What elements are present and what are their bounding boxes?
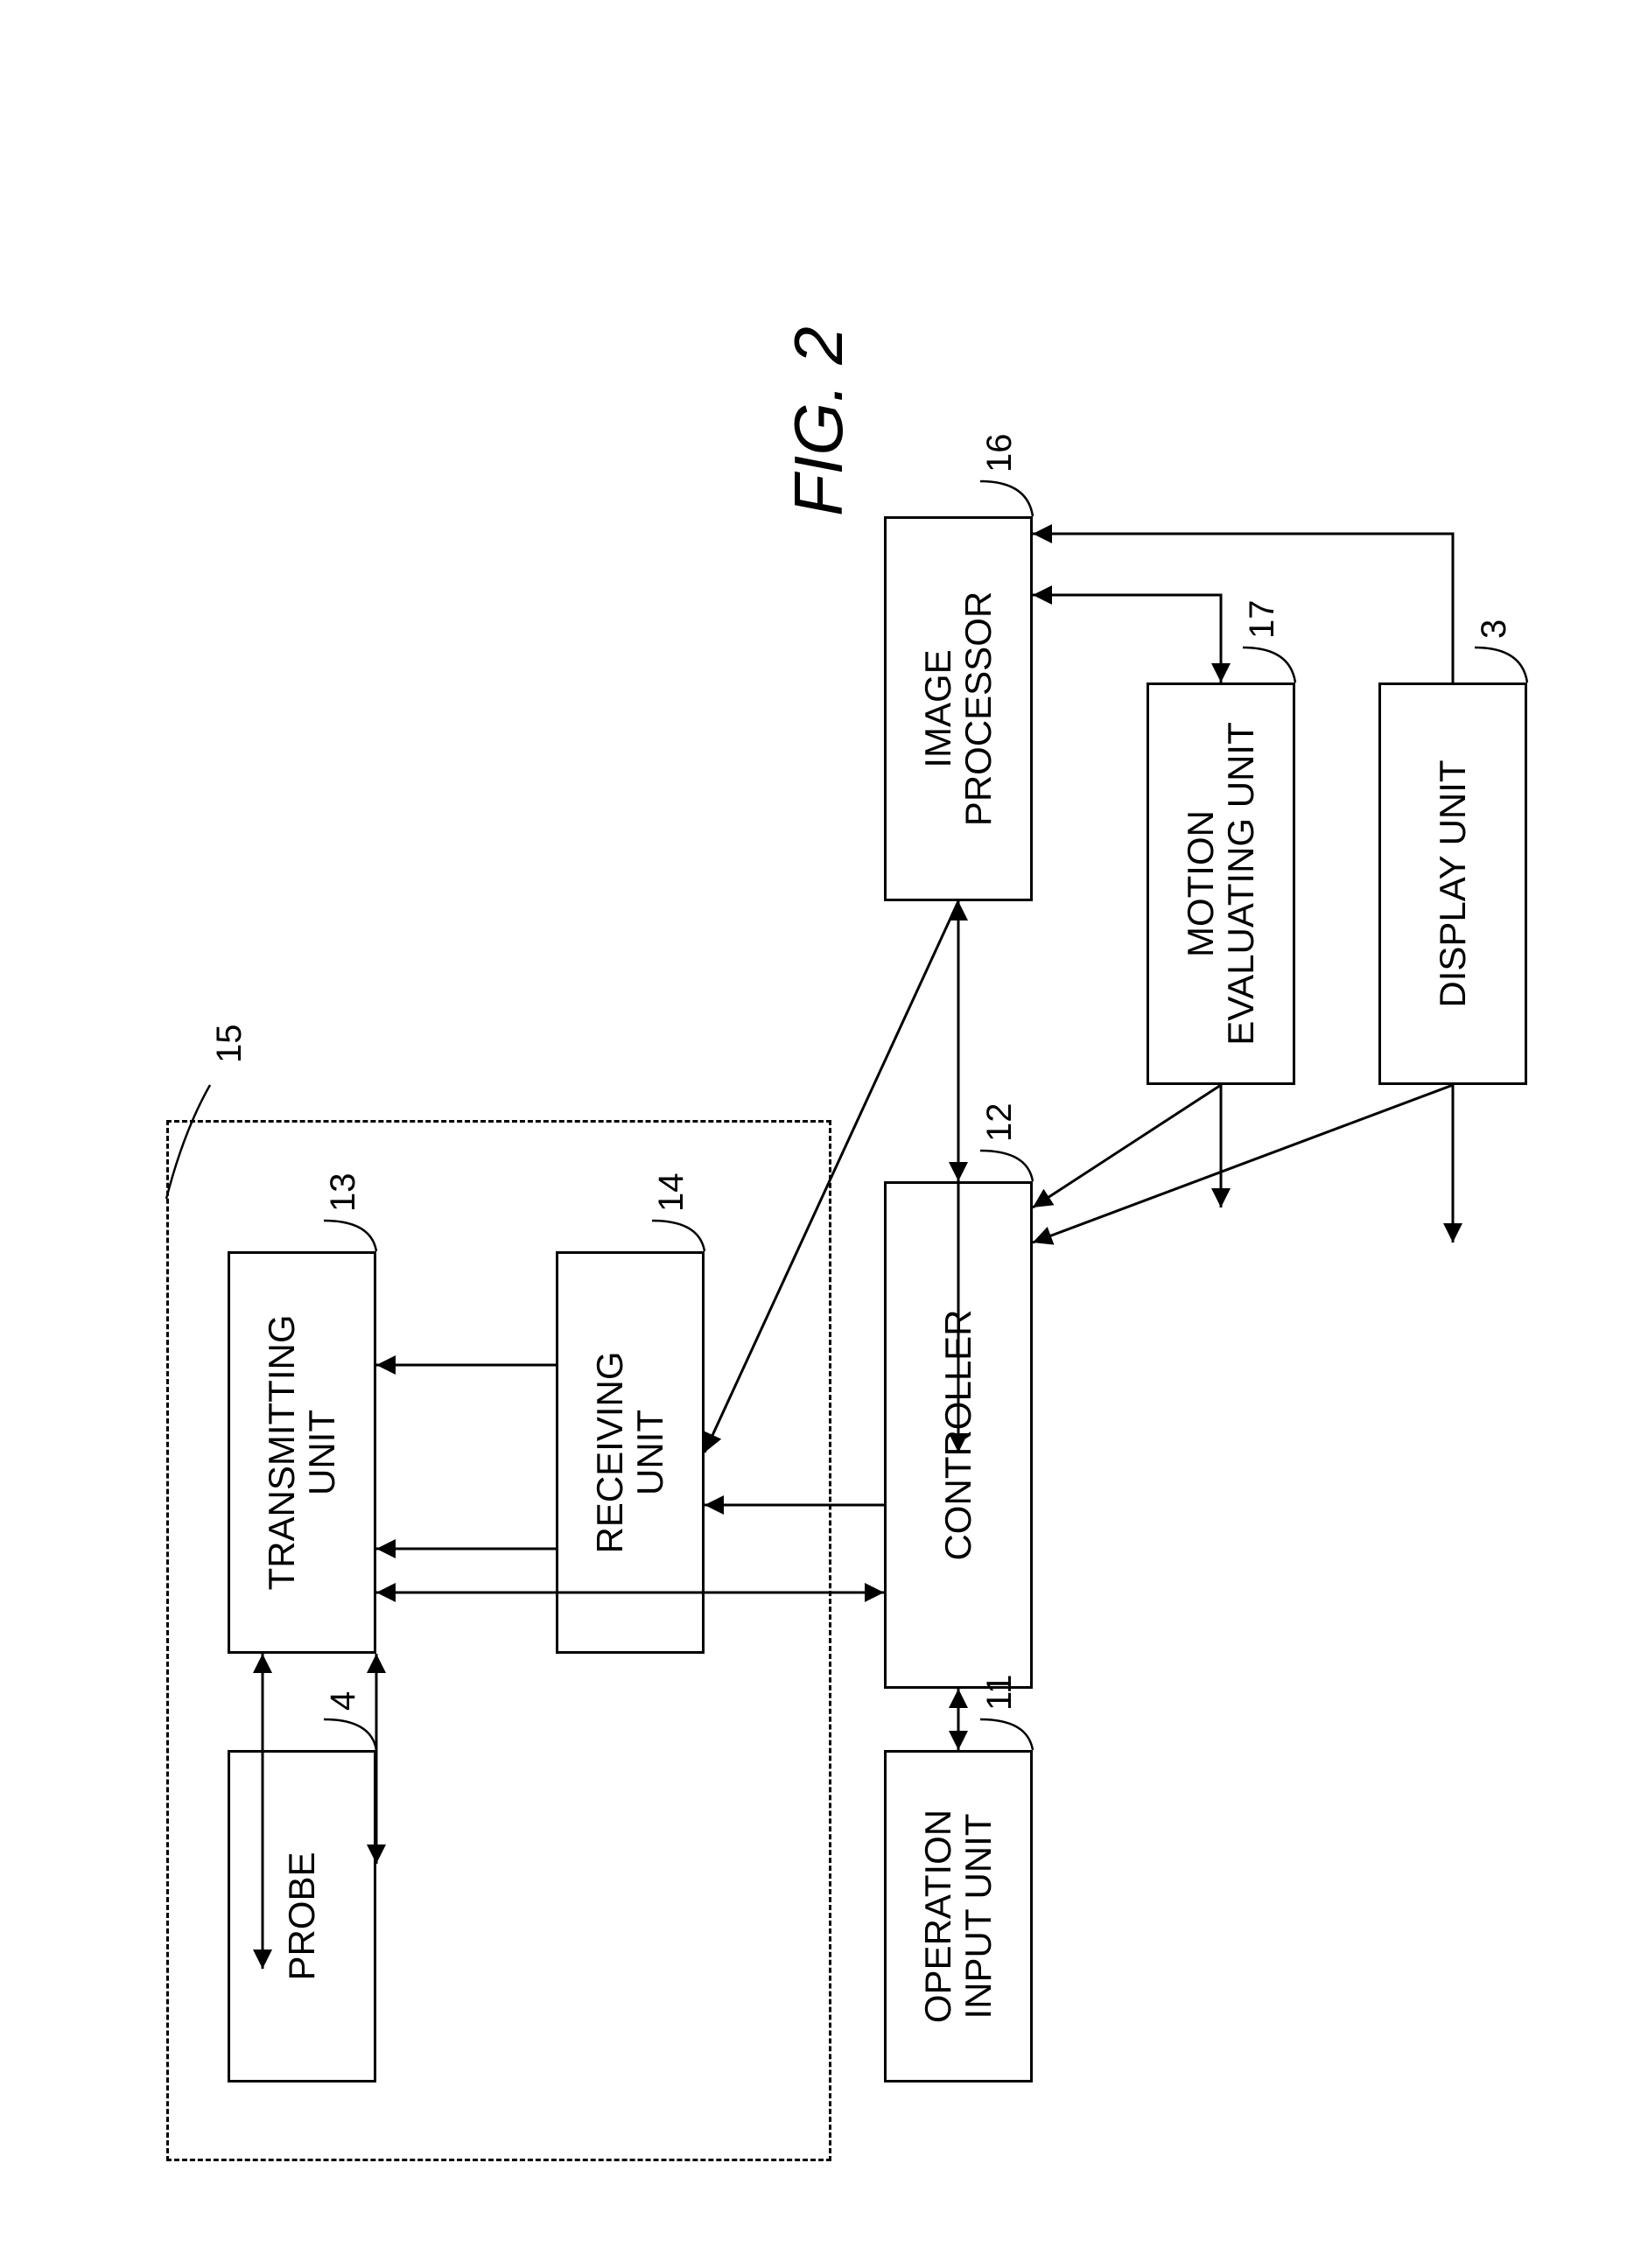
ref-transmitting: 13: [324, 1173, 363, 1213]
node-imageproc-label: IMAGEPROCESSOR: [918, 592, 999, 826]
ref-op-input: 11: [980, 1674, 1020, 1711]
node-controller: CONTROLLER: [884, 1181, 1033, 1689]
node-receiving-label: RECEIVINGUNIT: [590, 1351, 670, 1553]
ref-receiving: 14: [652, 1173, 691, 1213]
node-image-processor: IMAGEPROCESSOR: [884, 516, 1033, 901]
ref-group-15: 15: [210, 1025, 249, 1064]
node-transmitting-unit: TRANSMITTINGUNIT: [228, 1251, 376, 1654]
node-controller-label: CONTROLLER: [938, 1309, 978, 1560]
ref-probe: 4: [324, 1691, 363, 1711]
node-display-label: DISPLAY UNIT: [1433, 760, 1473, 1007]
node-motion-label: MOTIONEVALUATING UNIT: [1181, 722, 1261, 1046]
node-display-unit: DISPLAY UNIT: [1378, 682, 1527, 1085]
node-probe-label: PROBE: [282, 1852, 322, 1980]
ref-controller: 12: [980, 1103, 1020, 1143]
node-probe: PROBE: [228, 1750, 376, 2082]
ref-motion-eval: 17: [1243, 600, 1282, 640]
node-operation-input-unit: OPERATIONINPUT UNIT: [884, 1750, 1033, 2082]
diagram-canvas: FIG. 2 PROBE TRANSMITTINGUNIT RECEIVINGU…: [0, 0, 1641, 2268]
figure-title: FIG. 2: [779, 326, 859, 516]
node-receiving-unit: RECEIVINGUNIT: [556, 1251, 705, 1654]
ref-display: 3: [1475, 620, 1514, 639]
node-opin-label: OPERATIONINPUT UNIT: [918, 1810, 999, 2023]
node-transmitting-label: TRANSMITTINGUNIT: [262, 1315, 342, 1591]
node-motion-evaluating-unit: MOTIONEVALUATING UNIT: [1147, 682, 1295, 1085]
ref-image-proc: 16: [980, 434, 1020, 473]
